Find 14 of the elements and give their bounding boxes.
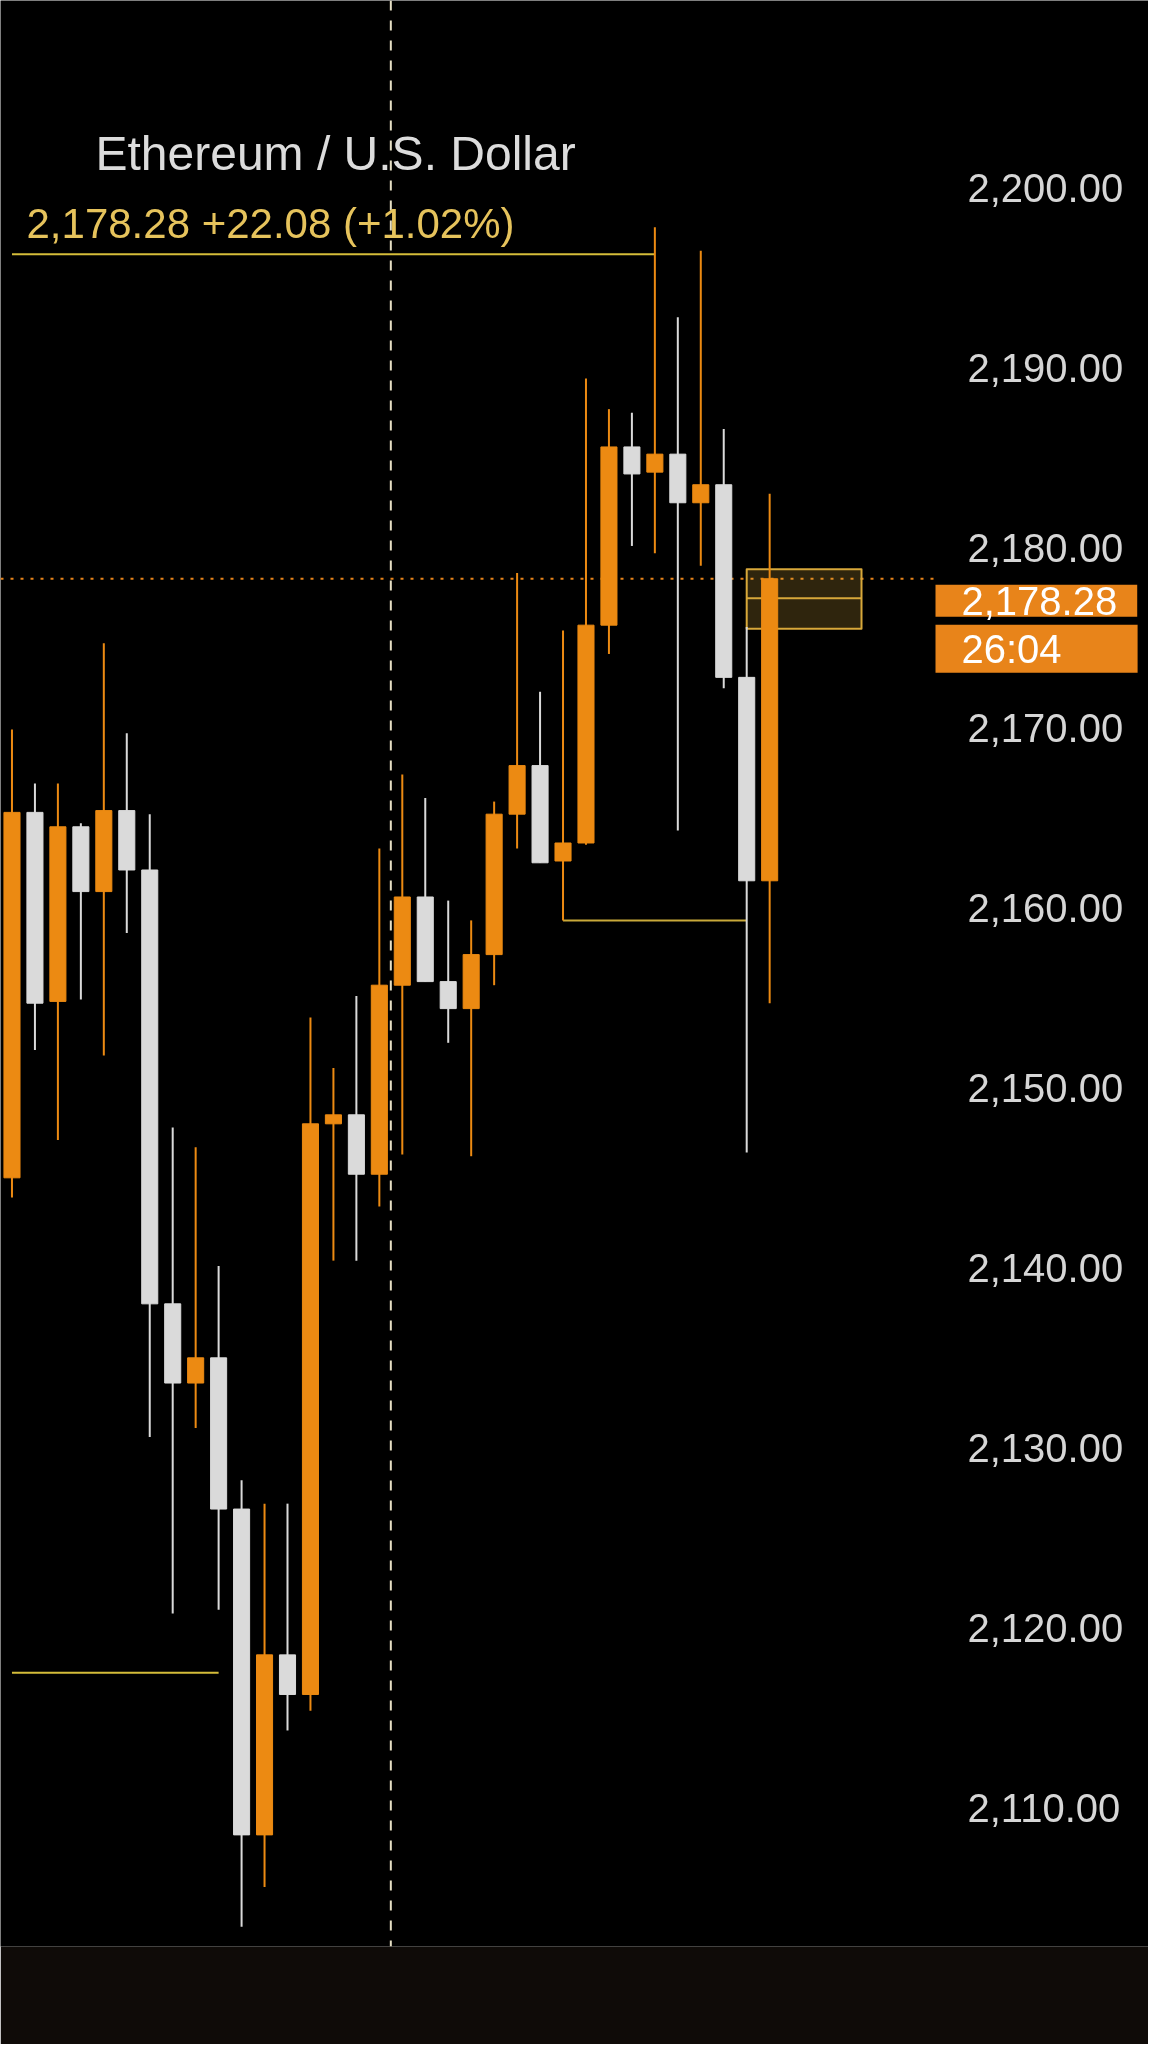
y-tick-label: 2,170.00 — [967, 705, 1124, 750]
y-tick-label: 2,140.00 — [967, 1245, 1124, 1290]
y-tick-label: 2,120.00 — [967, 1605, 1124, 1650]
y-tick-label: 2,150.00 — [967, 1065, 1124, 1110]
text: Ethereum / U.S. Dollar — [95, 127, 576, 180]
ref-line-label: 2,178.28 — [961, 578, 1118, 623]
y-tick-label: 2,190.00 — [967, 345, 1124, 390]
y-tick-label: 2,130.00 — [967, 1425, 1124, 1470]
y-tick-label: 2,200.00 — [967, 165, 1124, 210]
y-tick-label: 2,180.00 — [967, 525, 1124, 570]
y-tick-label: 2,110.00 — [967, 1785, 1121, 1830]
text: 2,178.28 +22.08 (+1.02%) — [26, 200, 515, 247]
y-tick-label: 2,160.00 — [967, 885, 1124, 930]
annotation: 26:04 — [961, 626, 1062, 671]
